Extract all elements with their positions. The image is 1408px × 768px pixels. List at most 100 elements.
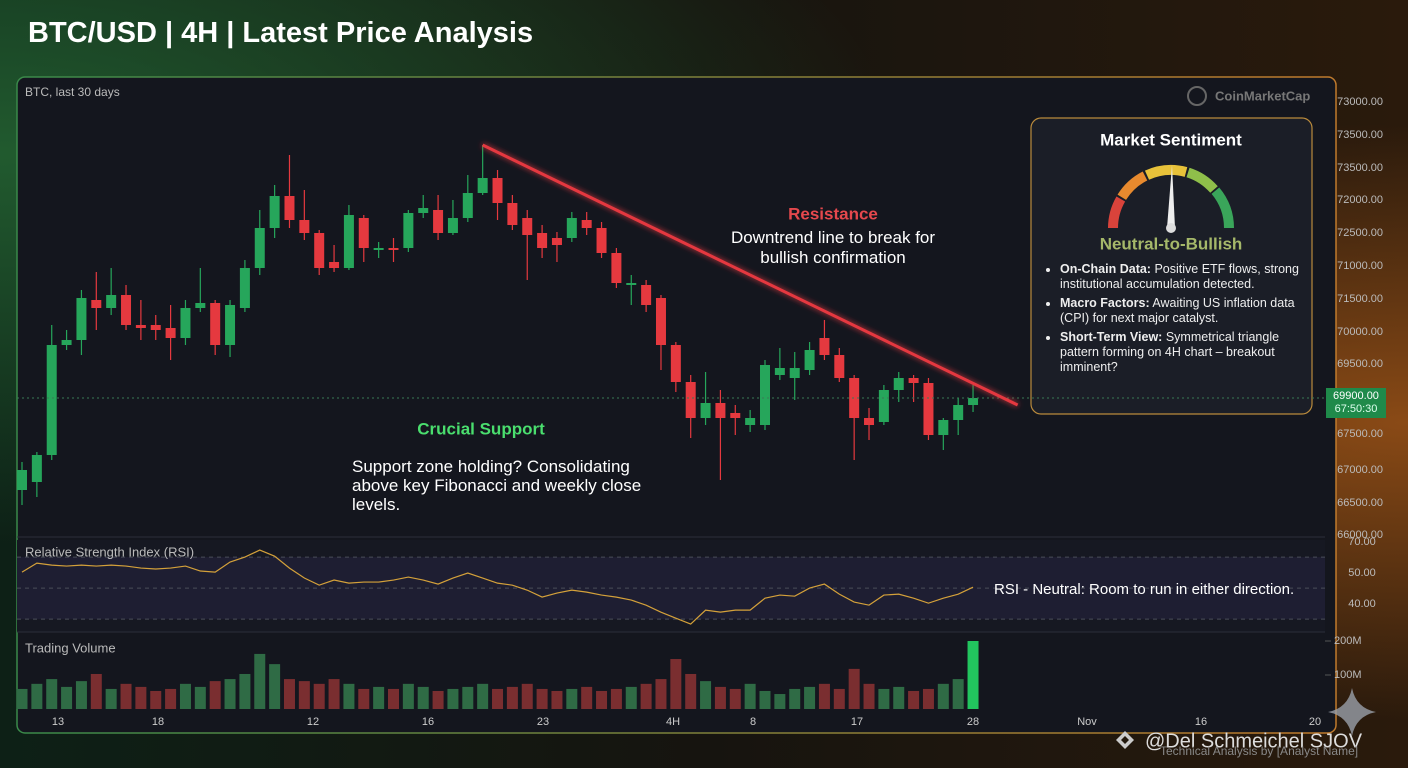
y-tick-label: 200M: [1334, 635, 1362, 647]
y-tick-label: 71000.00: [1337, 260, 1383, 272]
volume-bar: [818, 683, 830, 709]
candle-body: [878, 390, 889, 422]
x-tick-label: 8: [750, 716, 756, 728]
bullet-text: Positive ETF flows, strong institutional…: [1060, 262, 1299, 291]
candle-body: [61, 340, 72, 345]
candle-body: [670, 345, 681, 382]
candle-body: [611, 253, 622, 283]
volume-bar: [700, 681, 712, 709]
volume-title: Trading Volume: [25, 640, 116, 655]
candle-body: [91, 300, 102, 308]
gauge-arc: [1117, 171, 1148, 201]
candle-body: [358, 218, 369, 248]
volume-bar: [373, 686, 385, 709]
candle-body: [195, 303, 206, 308]
volume-bar: [952, 679, 964, 709]
candle-body: [596, 228, 607, 253]
candle-body: [210, 303, 221, 345]
y-tick-label: 50.00: [1348, 567, 1376, 579]
candle-body: [329, 262, 340, 268]
support-note: Support zone holding? Consolidating abov…: [352, 457, 642, 514]
candle-body: [685, 382, 696, 418]
volume-bar: [462, 686, 474, 709]
candle-body: [343, 215, 354, 268]
page-title: BTC/USD | 4H | Latest Price Analysis: [28, 17, 534, 49]
volume-bar: [878, 688, 890, 709]
volume-bar: [685, 673, 697, 709]
volume-bar: [937, 683, 949, 709]
bullet: Short-Term View: Symmetrical triangle pa…: [1060, 330, 1312, 375]
candle-body: [537, 233, 548, 248]
bullet: On-Chain Data: Positive ETF flows, stron…: [1060, 262, 1312, 292]
y-tick-label: 73500.00: [1337, 162, 1383, 174]
last-price-label: 69900.00: [1333, 390, 1379, 402]
y-tick-label: 72000.00: [1337, 194, 1383, 206]
sentiment-box: [1030, 117, 1313, 415]
resistance-label: Resistance: [788, 204, 878, 223]
candle-body: [923, 383, 934, 435]
candle-body: [299, 220, 310, 233]
candle-body: [968, 398, 979, 405]
logo-icon: [1187, 86, 1207, 106]
volume-bar: [224, 679, 236, 709]
volume-bar: [804, 686, 816, 709]
volume-bar: [402, 683, 414, 709]
watermark: @Del Schmeichel SJOV: [1145, 730, 1363, 752]
x-tick-label: 4H: [666, 716, 680, 728]
x-tick-label: 18: [152, 716, 164, 728]
candle-body: [418, 208, 429, 213]
x-tick-label: 28: [967, 716, 979, 728]
x-tick-label: 16: [422, 716, 434, 728]
bullet: Macro Factors: Awaiting US inflation dat…: [1060, 296, 1312, 326]
candle-body: [388, 248, 399, 250]
volume-bar: [298, 681, 310, 709]
y-tick-label: 66000.00: [1337, 529, 1383, 541]
sentiment-panel: Market Sentiment Neutral-to-Bullish: [1030, 117, 1313, 415]
y-tick-label: 67500.00: [1337, 428, 1383, 440]
volume-bar: [477, 683, 489, 709]
volume-bar: [388, 688, 399, 709]
volume-bar: [536, 688, 548, 709]
volume-bar: [670, 659, 682, 709]
volume-bar: [967, 641, 979, 709]
volume-bar: [893, 686, 905, 709]
y-tick-label: 67000.00: [1337, 464, 1383, 476]
support-label: Crucial Support: [417, 419, 545, 438]
candle-body: [641, 285, 652, 305]
candle-body: [403, 213, 414, 248]
volume-bar: [625, 686, 637, 709]
volume-bar: [596, 690, 608, 709]
y-tick-label: 100M: [1334, 669, 1362, 681]
candle-body: [745, 418, 756, 425]
y-tick-label: 73500.00: [1337, 129, 1383, 141]
candle-body: [254, 228, 265, 268]
volume-bar: [254, 653, 266, 709]
bullet-text: Awaiting US inflation data (CPI) for nex…: [1060, 296, 1295, 325]
volume-bar: [61, 686, 73, 709]
volume-bar: [581, 686, 593, 709]
credit: Technical Analysis by [Analyst Name]: [1160, 744, 1358, 758]
candle-body: [953, 405, 964, 420]
volume-bar: [209, 681, 221, 709]
x-tick-label: 17: [851, 716, 863, 728]
candle-body: [314, 233, 325, 268]
volume-bar: [313, 683, 325, 709]
candle-body: [492, 178, 503, 203]
volume-bar: [269, 664, 281, 709]
candle-body: [804, 350, 815, 370]
candle-body: [165, 328, 176, 338]
resistance-note: Downtrend line to break for bullish conf…: [730, 228, 936, 267]
watermark-icon: [1116, 731, 1134, 749]
candle-body: [31, 455, 42, 482]
candle-body: [715, 403, 726, 418]
volume-bar: [848, 668, 860, 709]
x-tick-label: 16: [1195, 716, 1207, 728]
candle-body: [373, 248, 384, 250]
volume-bar: [358, 688, 370, 709]
volume-bar: [90, 673, 102, 709]
candle-body: [730, 413, 741, 418]
volume-bar: [165, 688, 177, 709]
candle-body: [284, 196, 295, 220]
x-tick-label: 23: [537, 716, 549, 728]
